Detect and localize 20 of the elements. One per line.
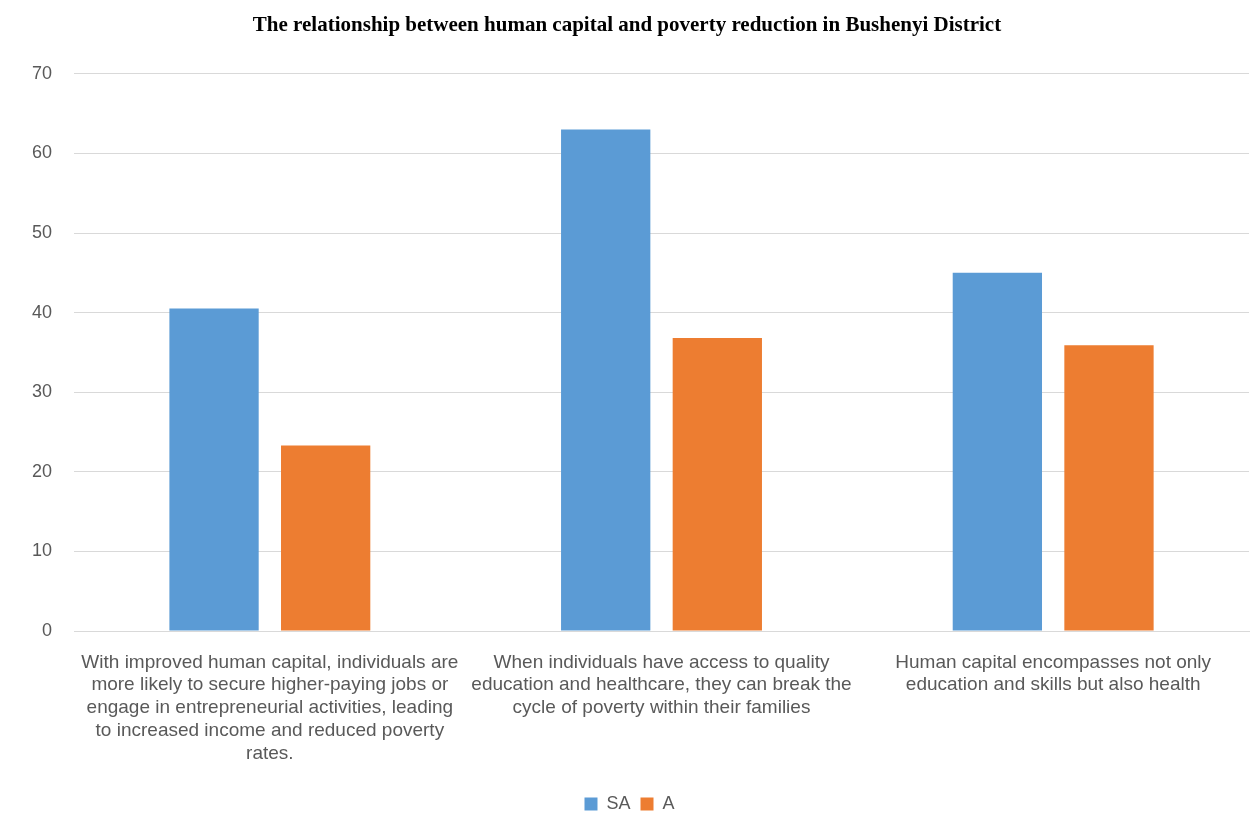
y-tick-label: 40 [31,301,53,322]
y-tick-label: 70 [31,62,53,83]
bar [1064,345,1154,631]
x-tick-label: With improved human capital, individuals are more likely to secure higher-paying jobs or engage in entrepreneurial activities, leading to increased income and reduced poverty rates. [81,650,459,763]
x-tick-label: Human capital encompasses not only education and skills but also health [895,650,1212,695]
x-tick-label: When individuals have access to quality education and healthcare, they can break the cycle of poverty within their families [471,650,852,718]
legend-label: SA [606,792,631,813]
y-tick-label: 10 [31,540,53,561]
legend-label: A [662,792,675,813]
bar [672,338,762,631]
y-tick-label: 20 [31,460,53,481]
bar [169,308,259,631]
y-tick-label: 0 [42,619,53,640]
y-tick-label: 50 [31,221,53,242]
bar [561,129,651,631]
chart-title: The relationship between human capital and poverty reduction in Bushenyi District [251,12,1003,37]
bar [281,445,371,631]
bar [952,272,1043,631]
y-tick-label: 60 [31,142,53,163]
y-tick-label: 30 [31,381,53,402]
